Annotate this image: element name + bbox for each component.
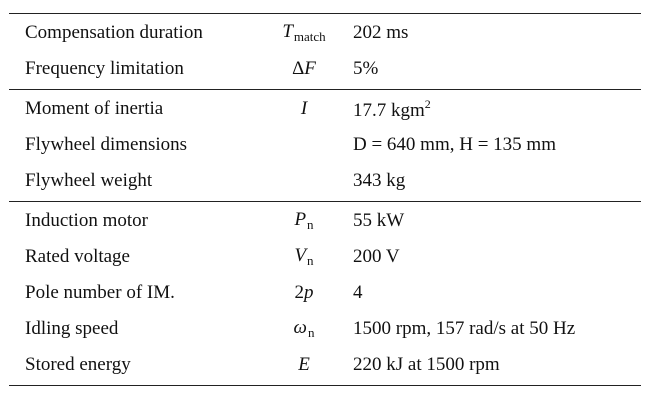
table-row: Moment of inertia I 17.7 kgm2: [9, 91, 641, 127]
parameter-symbol: ΔF: [259, 58, 349, 80]
table-group-1: Compensation duration Tmatch 202 ms Freq…: [9, 14, 641, 89]
table-group-2: Moment of inertia I 17.7 kgm2 Flywheel d…: [9, 90, 641, 201]
symbol-main: T: [282, 21, 293, 42]
parameter-name: Idling speed: [25, 318, 119, 339]
parameter-symbol: E: [259, 354, 349, 376]
table-group-rule: [9, 89, 641, 90]
table-bottom-rule: [9, 385, 641, 386]
parameter-symbol: ωn: [259, 317, 349, 341]
parameter-name: Induction motor: [25, 210, 148, 231]
symbol-subscript: match: [293, 29, 326, 44]
parameter-value: D = 640 mm, H = 135 mm: [353, 134, 556, 155]
parameter-name: Stored energy: [25, 354, 131, 375]
parameter-value: 1500 rpm, 157 rad/s at 50 Hz: [353, 318, 576, 339]
table-row: Compensation duration Tmatch 202 ms: [9, 15, 641, 51]
symbol-subscript: n: [307, 217, 314, 232]
symbol-main: F: [304, 58, 316, 79]
parameter-value: 55 kW: [353, 210, 405, 231]
parameter-name: Flywheel weight: [25, 170, 153, 191]
symbol-main: I: [300, 98, 308, 119]
table-row: Pole number of IM. 2p 4: [9, 275, 641, 311]
value-main: 17.7 kgm: [353, 99, 425, 121]
parameter-table: Compensation duration Tmatch 202 ms Freq…: [9, 0, 641, 386]
parameter-value: 202 ms: [353, 22, 409, 43]
symbol-subscript: n: [307, 325, 315, 340]
parameter-symbol: Pn: [259, 209, 349, 233]
symbol-prefix: Δ: [292, 58, 305, 79]
table-row: Flywheel dimensions D = 640 mm, H = 135 …: [9, 127, 641, 163]
parameter-name: Pole number of IM.: [25, 282, 175, 303]
parameter-name: Compensation duration: [25, 22, 203, 43]
parameter-name: Moment of inertia: [25, 98, 164, 119]
parameter-symbol: 2p: [259, 282, 349, 304]
table-row: Idling speed ωn 1500 rpm, 157 rad/s at 5…: [9, 311, 641, 347]
parameter-value: 343 kg: [353, 170, 406, 191]
parameter-symbol: Tmatch: [259, 21, 349, 45]
table-group-rule: [9, 201, 641, 202]
symbol-subscript: n: [307, 253, 314, 268]
symbol-main: V: [294, 245, 307, 266]
value-superscript: 2: [424, 96, 431, 111]
table-row: Rated voltage Vn 200 V: [9, 239, 641, 275]
symbol-main: p: [304, 282, 314, 303]
parameter-symbol: I: [259, 98, 349, 120]
symbol-main: P: [294, 209, 307, 230]
parameter-value: 220 kJ at 1500 rpm: [353, 354, 500, 375]
symbol-main: ω: [293, 317, 307, 338]
table-top-rule: [9, 13, 641, 14]
parameter-value: 4: [353, 282, 363, 303]
table-group-3: Induction motor Pn 55 kW Rated voltage V…: [9, 202, 641, 385]
table-row: Stored energy E 220 kJ at 1500 rpm: [9, 347, 641, 383]
parameter-name: Flywheel dimensions: [25, 134, 188, 155]
parameter-symbol: Vn: [259, 245, 349, 269]
symbol-prefix: 2: [294, 282, 305, 303]
parameter-value: 17.7 kgm2: [349, 97, 641, 122]
symbol-main: E: [298, 354, 310, 375]
parameter-value: 5%: [353, 58, 379, 79]
table-row: Flywheel weight 343 kg: [9, 163, 641, 199]
table-row: Frequency limitation ΔF 5%: [9, 51, 641, 87]
parameter-value: 200 V: [353, 246, 400, 267]
parameter-name: Rated voltage: [25, 246, 130, 267]
parameter-name: Frequency limitation: [25, 58, 184, 79]
table-row: Induction motor Pn 55 kW: [9, 203, 641, 239]
